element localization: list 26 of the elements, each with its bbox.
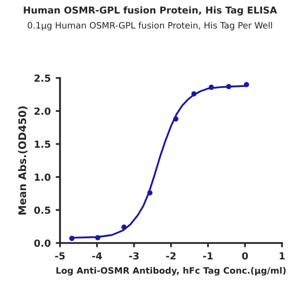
point: [226, 84, 232, 90]
point: [208, 84, 214, 90]
x-axis-title: Log Anti-OSMR Antibody, hFc Tag Conc.(μg/ml): [56, 266, 286, 276]
x-tick-label: -4: [92, 252, 102, 260]
point: [173, 116, 178, 122]
chart-subtitle: 0.1μg Human OSMR-GPL fusion Protein, His Tag Per Well: [28, 22, 272, 30]
y-tick-label: 1.0: [34, 173, 51, 181]
point: [121, 224, 127, 230]
y-tick-label: 1.5: [34, 140, 50, 148]
y-axis-title: Mean Abs.(OD450): [18, 106, 28, 215]
x-tick-label: -2: [166, 252, 176, 260]
x-tick-label: -5: [55, 252, 65, 260]
x-tick-label: 0: [242, 252, 248, 260]
x-tick-label: 1: [280, 252, 285, 260]
y-tick-label: 0.5: [34, 206, 50, 214]
x-tick-label: -1: [203, 252, 213, 260]
point: [191, 91, 197, 96]
y-tick-label: 0.0: [34, 239, 51, 247]
chart-title: Human OSMR-GPL fusion Protein, His Tag ELISA: [24, 6, 277, 16]
point: [244, 82, 250, 88]
y-tick-label: 2.5: [34, 74, 50, 82]
point: [95, 235, 100, 240]
y-tick-label: 2.0: [34, 107, 51, 115]
x-tick-label: -3: [129, 252, 139, 260]
point: [69, 236, 74, 241]
point: [147, 190, 153, 196]
